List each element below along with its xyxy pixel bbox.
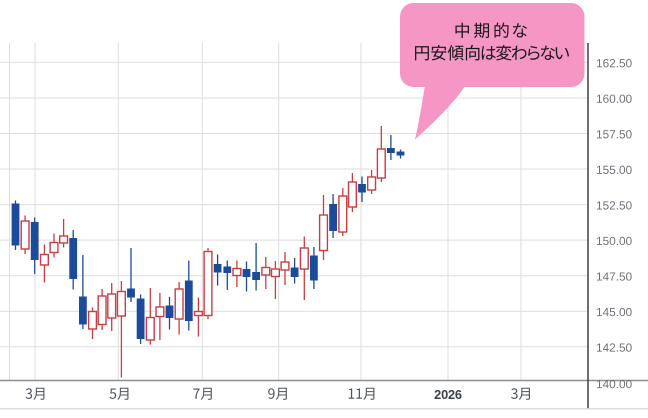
svg-text:2026: 2026 (434, 387, 462, 402)
